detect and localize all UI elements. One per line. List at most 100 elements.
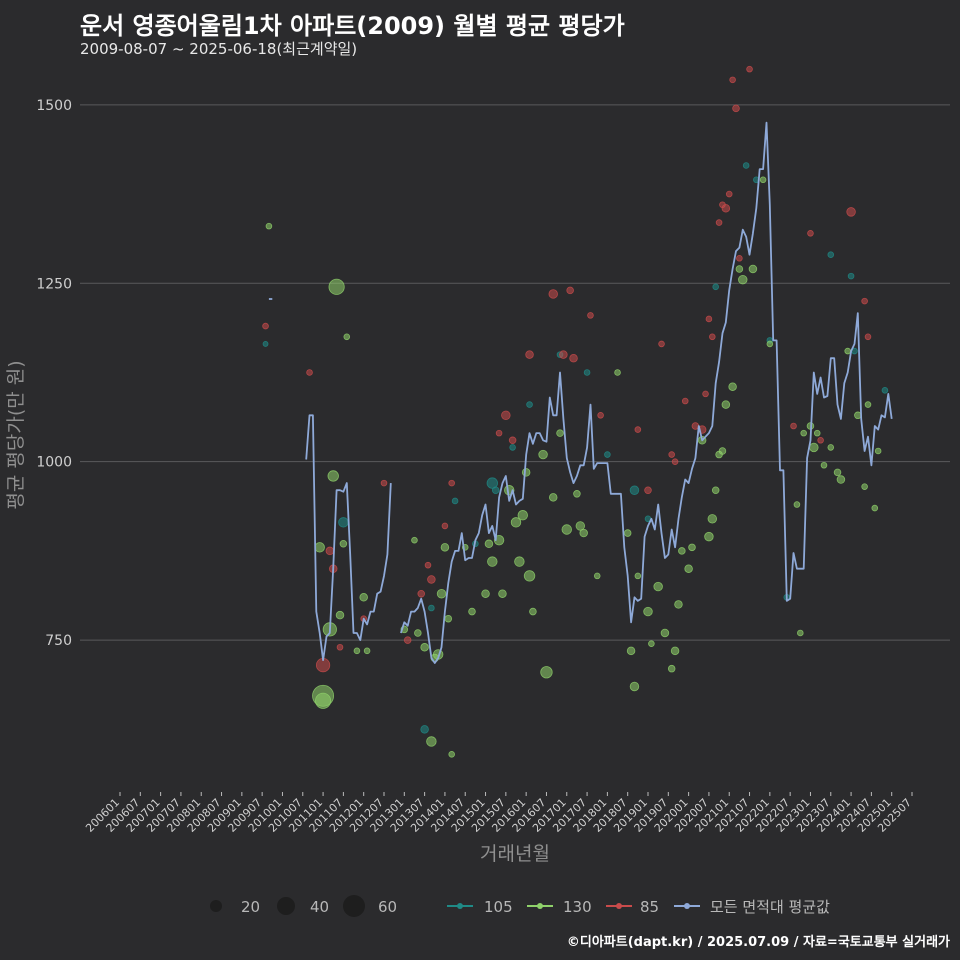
point-130 [573,490,581,498]
point-85 [721,204,731,213]
average-line-segment [305,414,392,661]
point-130 [711,486,720,494]
point-85 [729,76,736,84]
point-130 [575,521,586,531]
point-85 [380,479,388,487]
point-85 [441,522,449,530]
point-130 [328,278,345,295]
point-85 [634,426,642,433]
point-105 [526,401,533,408]
point-130 [820,461,828,469]
point-85 [548,289,558,299]
point-130 [529,607,537,616]
point-130 [643,606,653,617]
average-line [268,121,893,664]
point-130 [521,468,531,477]
point-85 [817,436,824,444]
point-85 [864,333,872,341]
point-130 [444,614,453,623]
point-85 [807,230,814,237]
point-130 [707,514,718,524]
point-130 [411,536,418,544]
point-130 [718,447,727,455]
point-130 [510,517,522,528]
legend-key-85-dot [616,903,622,909]
point-130 [538,449,548,460]
point-85 [846,207,856,217]
point-105 [847,272,855,280]
point-105 [827,251,835,258]
point-130 [833,468,842,477]
point-105 [583,369,591,376]
point-130 [314,692,332,709]
y-axis-title: 평균 평당가(만 원) [5,360,27,509]
point-130 [684,564,693,573]
point-130 [353,647,361,655]
point-130 [420,643,429,652]
point-130 [540,666,553,679]
point-130 [871,504,879,512]
point-85 [508,436,517,445]
point-85 [501,410,511,421]
point-85 [736,254,743,262]
x-tick-labels: 2006012006072007012007072008012008072009… [83,792,914,835]
point-130 [800,429,807,437]
point-85 [790,422,797,430]
point-105 [712,283,719,291]
point-85 [587,312,594,319]
point-105 [491,486,500,494]
point-130 [688,543,696,552]
point-85 [336,643,344,651]
point-85 [705,315,713,323]
point-85 [658,340,665,348]
point-85 [448,479,455,487]
point-85 [644,486,652,494]
point-105 [451,497,459,505]
point-85 [569,353,578,363]
point-130 [487,556,498,567]
legend-label-average: 모든 면적대 평균값 [710,898,830,916]
point-130 [343,333,351,341]
point-130 [339,540,348,548]
point-105 [428,604,435,612]
point-130 [738,274,748,285]
point-105 [742,162,750,169]
point-105 [629,485,640,495]
point-85 [495,429,503,437]
point-130 [721,400,731,409]
point-130 [748,264,758,274]
point-130 [314,542,325,553]
point-85 [417,589,425,598]
point-85 [427,575,436,584]
point-130 [468,607,476,616]
point-130 [561,524,572,535]
point-105 [486,477,498,489]
point-85 [597,412,604,419]
point-85 [725,190,733,198]
point-130 [593,572,601,580]
y-tick-label: 750 [45,633,72,649]
point-130 [827,444,835,451]
point-130 [797,629,804,637]
point-105 [262,341,269,347]
grid-lines [80,104,950,641]
legend: 20 40 60 105 130 85 모든 면적대 평균값 [210,895,830,917]
x-axis-title: 거래년월 [480,843,550,865]
point-130 [327,470,339,482]
point-130 [359,593,368,602]
point-130 [426,736,437,747]
point-130 [728,382,737,391]
y-tick-label: 1000 [36,455,72,471]
point-130 [498,589,507,598]
footer-credit: ©디아파트(dapt.kr) / 2025.07.09 / 자료=국토교통부 실… [566,935,950,950]
legend-label-105: 105 [484,898,513,916]
point-130 [648,640,655,647]
point-130 [674,600,683,609]
point-85 [559,350,568,359]
point-85 [306,369,313,376]
point-130 [759,176,767,184]
point-130 [363,647,371,655]
point-85 [732,104,740,113]
point-130 [670,646,680,656]
